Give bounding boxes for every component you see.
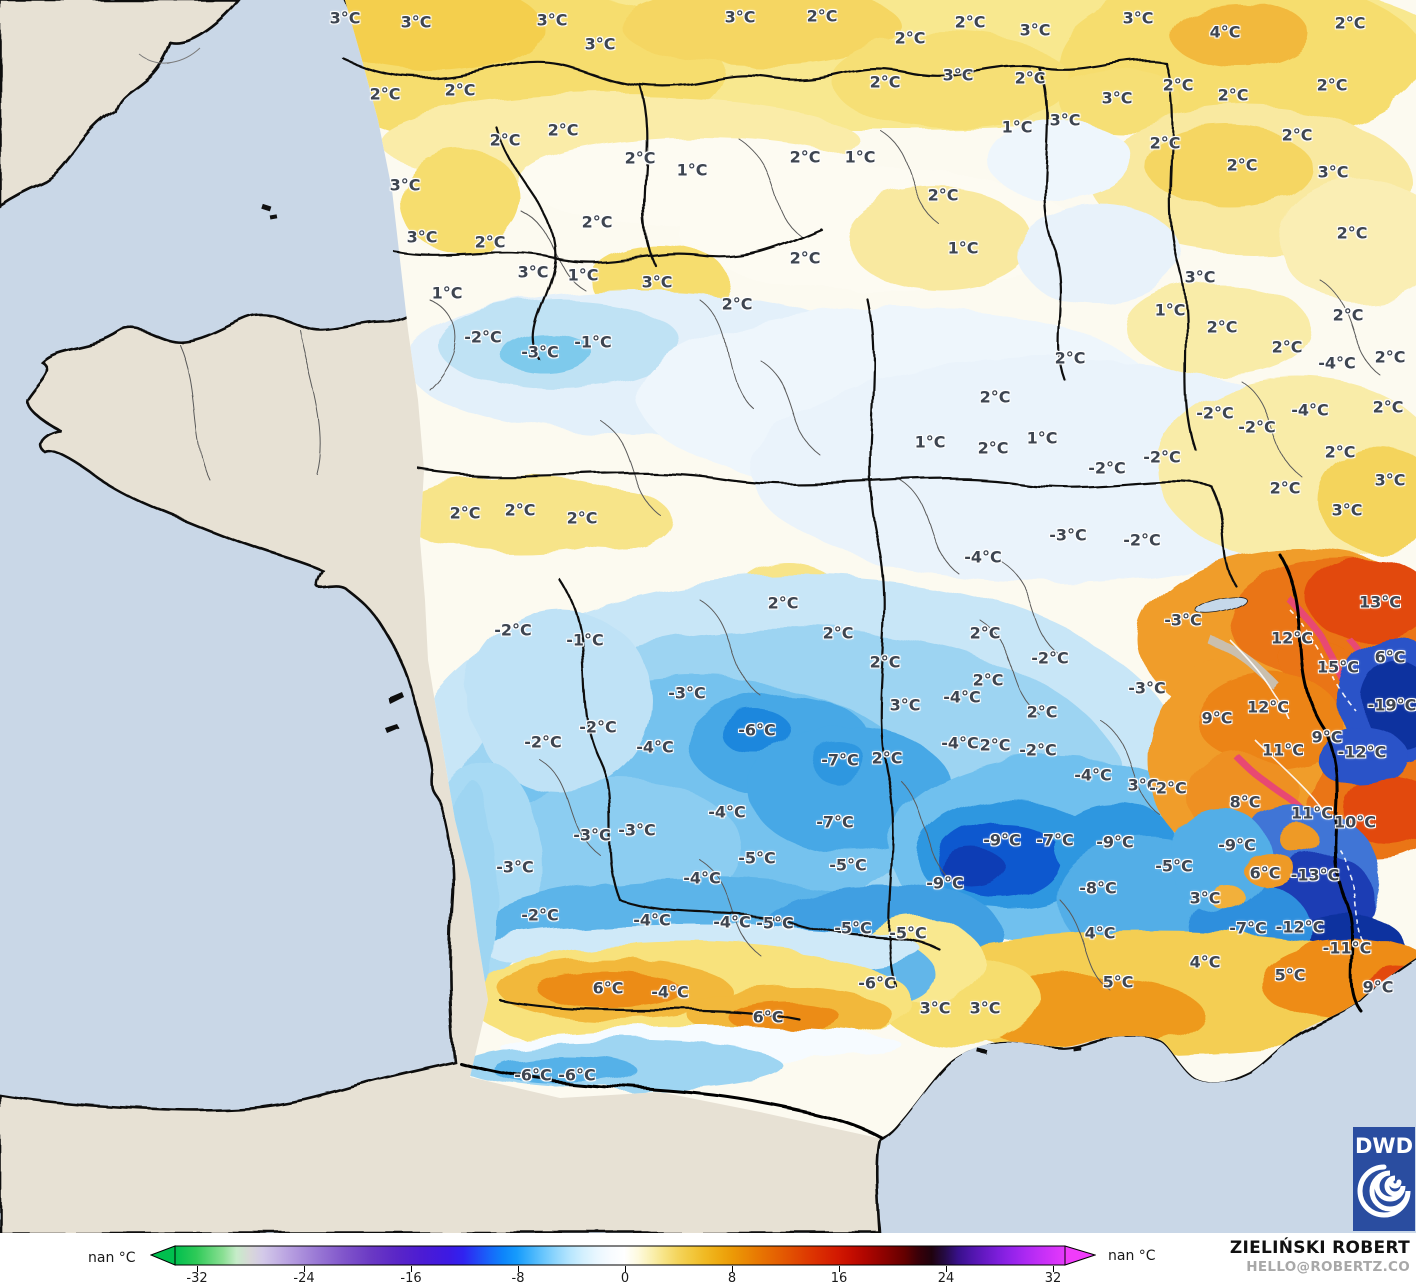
dwd-spiral-icon <box>1357 1164 1411 1218</box>
legend-right-nan: nan °C <box>1108 1248 1156 1264</box>
colorbar <box>150 1245 1096 1266</box>
colorbar-tick-label: -32 <box>186 1271 208 1286</box>
colorbar-tick-mark <box>732 1266 733 1272</box>
data-domain <box>345 0 1416 1138</box>
colorbar-tick-mark <box>946 1266 947 1272</box>
colorbar-gradient <box>174 1245 1066 1266</box>
colorbar-tick-label: 32 <box>1044 1271 1062 1286</box>
colorbar-tick-mark <box>625 1266 626 1272</box>
colorbar-tick-mark <box>839 1266 840 1272</box>
attribution: ZIELIŃSKI ROBERT HELLO@ROBERTZ.CO <box>1230 1238 1410 1276</box>
colorbar-tick-label: 24 <box>937 1271 955 1286</box>
dwd-logo: DWD <box>1353 1127 1415 1231</box>
england-coast <box>0 0 240 208</box>
temperature-map: 3°C 3°C 3°C 3°C 3°C 2°C 2°C 2°C 3°C 3°C 4°C 2°C 2°C 2… <box>0 0 1416 1233</box>
colorbar-tick-label: -24 <box>293 1271 315 1286</box>
author-email: HELLO@ROBERTZ.CO <box>1246 1259 1410 1276</box>
legend-bar: nan °C <box>0 1233 1416 1287</box>
admin-borders <box>179 58 1381 1140</box>
channel-islands <box>261 203 278 220</box>
colorbar-tick-label: 0 <box>620 1271 630 1286</box>
colorbar-tick-mark <box>411 1266 412 1272</box>
map-canvas <box>0 0 1416 1233</box>
colorbar-tick-mark <box>197 1266 198 1272</box>
colorbar-tick-mark <box>518 1266 519 1272</box>
colorbar-right-arrow <box>1064 1245 1096 1266</box>
dwd-logo-text: DWD <box>1355 1134 1413 1158</box>
legend-left-nan: nan °C <box>88 1250 136 1266</box>
colorbar-left-arrow <box>150 1245 176 1266</box>
colorbar-tick-label: -16 <box>400 1271 422 1286</box>
colorbar-tick-mark <box>1053 1266 1054 1272</box>
lake-geneva <box>1196 596 1248 616</box>
colorbar-tick-label: 16 <box>830 1271 848 1286</box>
colorbar-tick-label: 8 <box>727 1271 737 1286</box>
author-name: ZIELIŃSKI ROBERT <box>1229 1238 1410 1258</box>
colorbar-tick-label: -8 <box>511 1271 525 1286</box>
colorbar-tick-mark <box>304 1266 305 1272</box>
